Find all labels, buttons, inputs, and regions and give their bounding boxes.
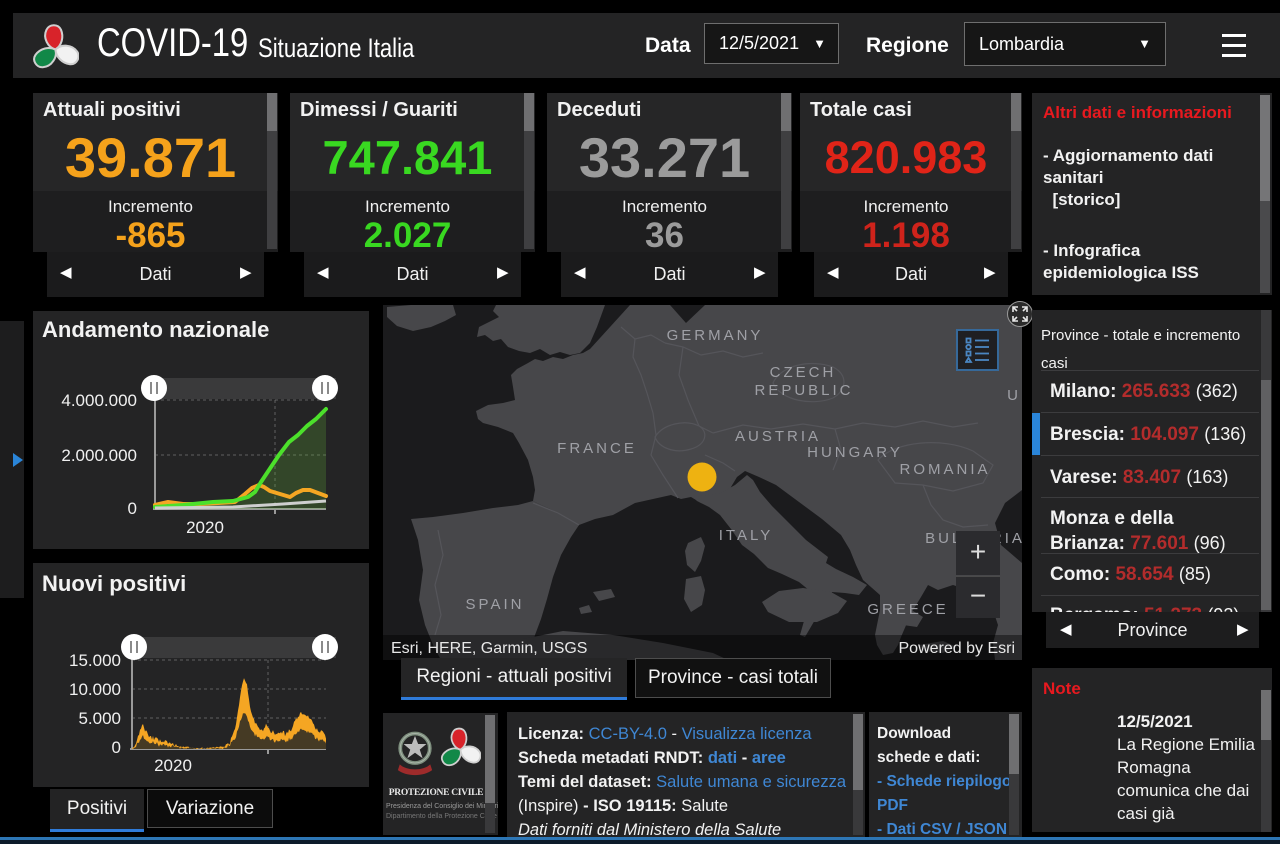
svg-text:GREECE: GREECE xyxy=(867,601,948,618)
svg-text:AUSTRIA: AUSTRIA xyxy=(735,428,821,445)
svg-text:HUNGARY: HUNGARY xyxy=(807,444,903,461)
svg-text:ROMANIA: ROMANIA xyxy=(899,461,990,478)
svg-text:ITALY: ITALY xyxy=(719,527,773,544)
svg-text:CZECH: CZECH xyxy=(770,364,837,381)
svg-text:REPUBLIC: REPUBLIC xyxy=(754,382,853,399)
svg-text:Esri, HERE, Garmin, USGS: Esri, HERE, Garmin, USGS xyxy=(391,640,587,657)
svg-text:U: U xyxy=(1007,387,1021,404)
svg-text:Powered by Esri: Powered by Esri xyxy=(899,640,1016,657)
svg-text:GERMANY: GERMANY xyxy=(667,327,764,344)
svg-text:SPAIN: SPAIN xyxy=(466,596,525,613)
svg-text:FRANCE: FRANCE xyxy=(557,440,637,457)
